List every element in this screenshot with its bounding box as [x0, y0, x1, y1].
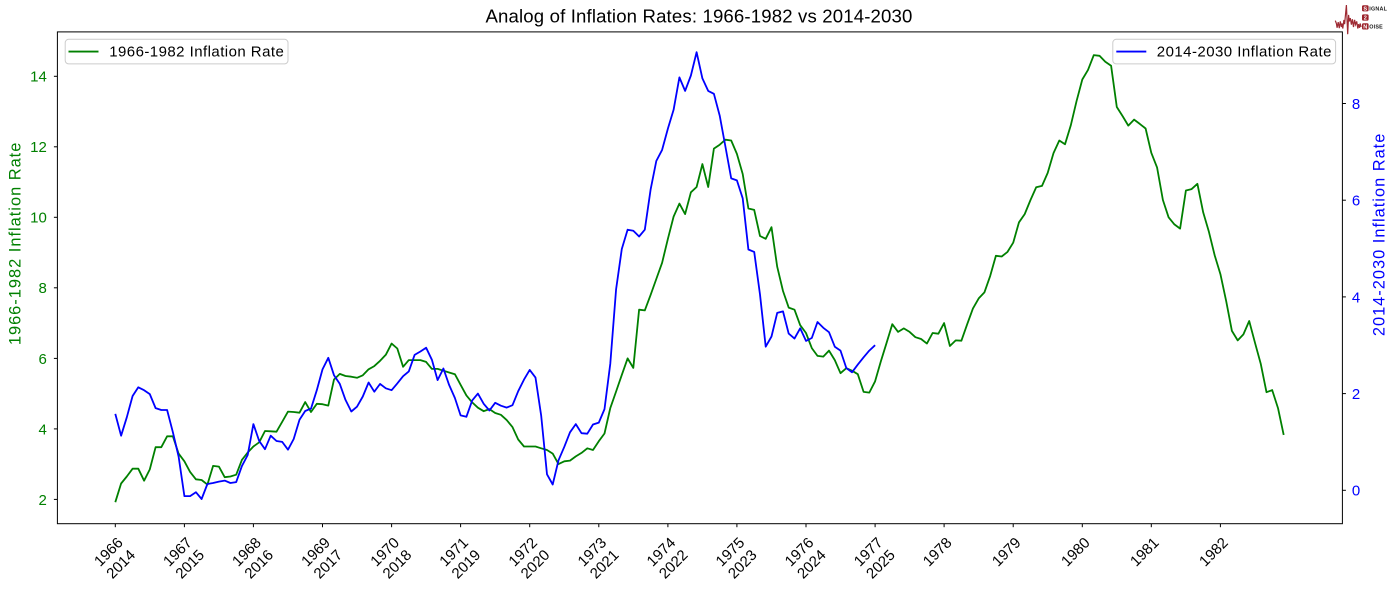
svg-text:IGNAL: IGNAL: [1369, 7, 1387, 13]
svg-text:2: 2: [1352, 386, 1360, 403]
svg-text:6: 6: [38, 351, 46, 368]
svg-text:Analog of Inflation Rates: 196: Analog of Inflation Rates: 1966-1982 vs …: [485, 6, 912, 27]
svg-text:N: N: [1363, 25, 1367, 31]
svg-text:0: 0: [1352, 483, 1360, 500]
svg-text:2014-2030 Inflation Rate: 2014-2030 Inflation Rate: [1371, 133, 1389, 337]
svg-text:2: 2: [38, 492, 46, 509]
svg-text:OISE: OISE: [1369, 25, 1383, 31]
svg-text:2: 2: [1364, 16, 1367, 22]
svg-text:12: 12: [30, 139, 47, 156]
svg-text:1966-1982 Inflation Rate: 1966-1982 Inflation Rate: [7, 142, 25, 346]
svg-text:S: S: [1363, 6, 1367, 12]
svg-text:14: 14: [30, 69, 47, 86]
svg-text:10: 10: [30, 210, 47, 227]
svg-text:1966-1982 Inflation Rate: 1966-1982 Inflation Rate: [109, 44, 284, 61]
svg-text:4: 4: [1352, 289, 1360, 306]
svg-text:8: 8: [38, 280, 46, 297]
svg-text:2014-2030 Inflation Rate: 2014-2030 Inflation Rate: [1157, 44, 1332, 61]
svg-text:4: 4: [38, 421, 46, 438]
svg-text:8: 8: [1352, 96, 1360, 113]
svg-text:6: 6: [1352, 193, 1360, 210]
